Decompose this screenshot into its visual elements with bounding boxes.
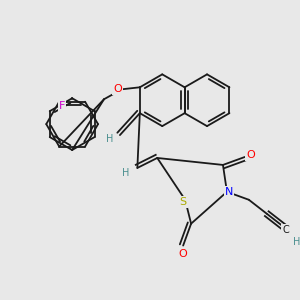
Text: H: H: [106, 134, 114, 144]
Text: O: O: [179, 248, 188, 259]
Text: F: F: [59, 101, 65, 111]
Text: H: H: [293, 237, 300, 247]
Text: N: N: [225, 187, 233, 197]
Text: O: O: [114, 84, 122, 94]
Text: O: O: [247, 150, 255, 160]
Text: S: S: [180, 197, 187, 207]
Text: C: C: [282, 225, 289, 235]
Text: H: H: [122, 168, 129, 178]
